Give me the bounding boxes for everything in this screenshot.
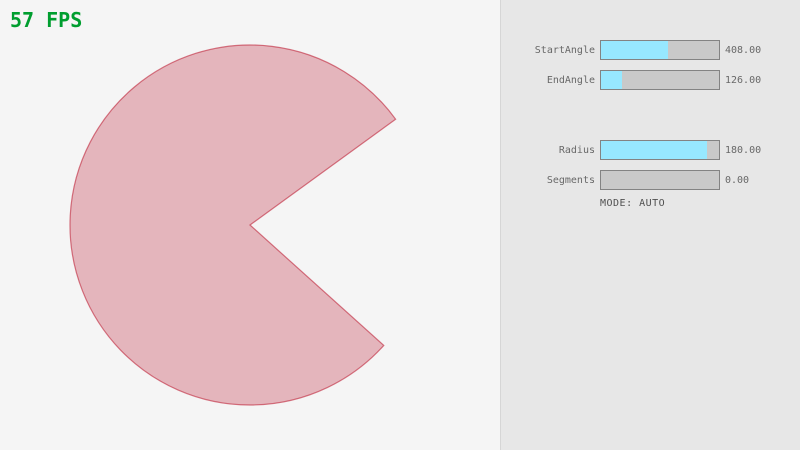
- slider-row-segments: Segments 0.00: [0, 170, 800, 190]
- circle-sector-shape: [69, 44, 397, 406]
- slider-label-radius: Radius: [558, 145, 595, 156]
- fps-counter: 57 FPS: [10, 8, 83, 32]
- slider-value-end-angle: 126.00: [725, 75, 762, 86]
- slider-label-start-angle: StartAngle: [534, 45, 595, 56]
- segments-slider[interactable]: [600, 170, 720, 190]
- end-angle-slider-fill: [601, 71, 622, 89]
- slider-label-segments: Segments: [546, 175, 595, 186]
- slider-value-start-angle: 408.00: [725, 45, 762, 56]
- slider-row-end-angle: EndAngle 126.00: [0, 70, 800, 90]
- radius-slider[interactable]: [600, 140, 720, 160]
- end-angle-slider[interactable]: [600, 70, 720, 90]
- start-angle-slider-fill: [601, 41, 668, 59]
- slider-row-radius: Radius 180.00: [0, 140, 800, 160]
- control-panel: [500, 0, 800, 450]
- slider-label-end-angle: EndAngle: [546, 75, 595, 86]
- slider-value-radius: 180.00: [725, 145, 762, 156]
- radius-slider-fill: [601, 141, 708, 159]
- start-angle-slider[interactable]: [600, 40, 720, 60]
- slider-row-start-angle: StartAngle 408.00: [0, 40, 800, 60]
- slider-value-segments: 0.00: [725, 175, 750, 186]
- mode-label: MODE: AUTO: [600, 198, 666, 209]
